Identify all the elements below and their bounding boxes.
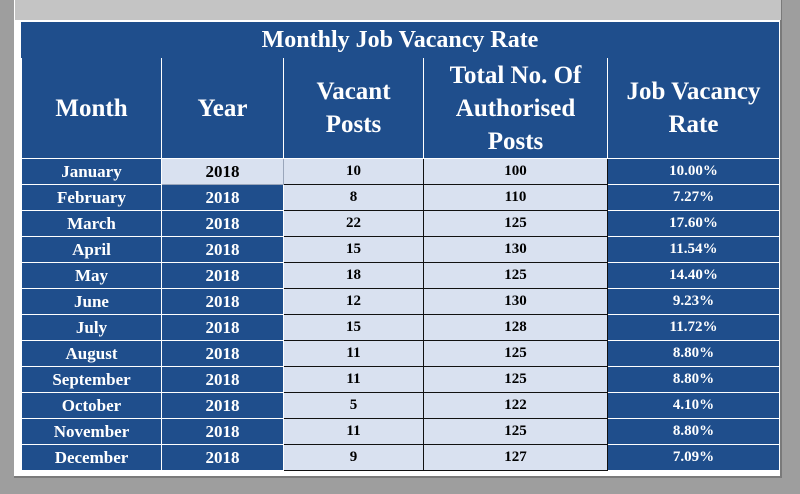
month-cell[interactable]: July [21,314,162,341]
year-cell[interactable]: 2018 [161,392,284,419]
month-cell[interactable]: February [21,184,162,211]
table-row: December 2018 9 127 7.09% [21,444,780,471]
month-cell[interactable]: June [21,288,162,315]
header-year[interactable]: Year [161,58,284,159]
vacant-posts-cell[interactable]: 15 [283,236,424,263]
vacancy-rate-cell[interactable]: 11.72% [607,314,780,341]
year-cell[interactable]: 2018 [161,210,284,237]
vacancy-rate-cell[interactable]: 9.23% [607,288,780,315]
vacant-posts-cell[interactable]: 15 [283,314,424,341]
total-posts-cell[interactable]: 130 [423,288,608,315]
vacant-posts-cell[interactable]: 11 [283,340,424,367]
vacancy-rate-cell[interactable]: 10.00% [607,158,780,185]
month-cell[interactable]: May [21,262,162,289]
vacant-posts-cell[interactable]: 5 [283,392,424,419]
table-row: September 2018 11 125 8.80% [21,366,780,393]
year-cell-selected[interactable]: 2018 [161,158,284,185]
vacancy-rate-cell[interactable]: 14.40% [607,262,780,289]
vacancy-rate-cell[interactable]: 17.60% [607,210,780,237]
vacant-posts-cell[interactable]: 8 [283,184,424,211]
table-row: May 2018 18 125 14.40% [21,262,780,289]
header-month-label: Month [55,94,128,122]
year-cell[interactable]: 2018 [161,314,284,341]
year-cell[interactable]: 2018 [161,340,284,367]
header-month[interactable]: Month [21,58,162,159]
spreadsheet-area: Monthly Job Vacancy Rate Month Year Vaca… [14,0,782,478]
header-total-line2: Authorised [455,94,576,122]
vacant-posts-cell[interactable]: 12 [283,288,424,315]
spreadsheet-top-strip [14,0,781,20]
header-rate-line1: Job Vacancy [626,78,761,105]
table-row: June 2018 12 130 9.23% [21,288,780,315]
header-total-line3: Posts [487,127,544,155]
month-cell[interactable]: August [21,340,162,367]
table-row: February 2018 8 110 7.27% [21,184,780,211]
vacant-posts-cell[interactable]: 11 [283,418,424,445]
total-posts-cell[interactable]: 125 [423,366,608,393]
vacant-posts-cell[interactable]: 11 [283,366,424,393]
month-cell[interactable]: January [21,158,162,185]
header-vacant-posts[interactable]: Vacant Posts [283,58,424,159]
month-cell[interactable]: December [21,444,162,471]
header-job-vacancy-rate[interactable]: Job Vacancy Rate [607,58,780,159]
total-posts-cell[interactable]: 125 [423,340,608,367]
month-cell[interactable]: October [21,392,162,419]
vacant-posts-cell[interactable]: 9 [283,444,424,471]
table-row: July 2018 15 128 11.72% [21,314,780,341]
total-posts-cell[interactable]: 127 [423,444,608,471]
total-posts-cell[interactable]: 110 [423,184,608,211]
year-cell[interactable]: 2018 [161,366,284,393]
year-cell[interactable]: 2018 [161,184,284,211]
vacancy-rate-cell[interactable]: 11.54% [607,236,780,263]
month-cell[interactable]: September [21,366,162,393]
table-row: October 2018 5 122 4.10% [21,392,780,419]
header-vacant-line1: Vacant [316,78,391,105]
vacancy-table: Month Year Vacant Posts Total No. Of Autho… [21,58,780,471]
month-cell[interactable]: April [21,236,162,263]
header-year-label: Year [197,94,248,122]
total-posts-cell[interactable]: 125 [423,262,608,289]
table-title: Monthly Job Vacancy Rate [21,22,779,58]
total-posts-cell[interactable]: 128 [423,314,608,341]
total-posts-cell[interactable]: 130 [423,236,608,263]
vacancy-rate-cell[interactable]: 4.10% [607,392,780,419]
year-cell[interactable]: 2018 [161,262,284,289]
vacant-posts-cell[interactable]: 10 [283,158,424,185]
table-row: April 2018 15 130 11.54% [21,236,780,263]
total-posts-cell[interactable]: 122 [423,392,608,419]
vacancy-rate-cell[interactable]: 7.27% [607,184,780,211]
vacant-posts-cell[interactable]: 22 [283,210,424,237]
vacancy-rate-cell[interactable]: 8.80% [607,340,780,367]
table-row: August 2018 11 125 8.80% [21,340,780,367]
year-cell[interactable]: 2018 [161,444,284,471]
year-cell[interactable]: 2018 [161,288,284,315]
header-row: Month Year Vacant Posts Total No. Of Autho… [21,58,780,159]
month-cell[interactable]: November [21,418,162,445]
vacant-posts-cell[interactable]: 18 [283,262,424,289]
vacancy-rate-cell[interactable]: 8.80% [607,366,780,393]
year-cell[interactable]: 2018 [161,418,284,445]
table-row: January 2018 10 100 10.00% [21,158,780,185]
header-total-line1: Total No. Of [449,61,582,89]
total-posts-cell[interactable]: 125 [423,210,608,237]
header-rate-line2: Rate [668,111,719,138]
table-row: March 2018 22 125 17.60% [21,210,780,237]
header-vacant-line2: Posts [325,111,382,138]
total-posts-cell[interactable]: 125 [423,418,608,445]
vacancy-rate-cell[interactable]: 8.80% [607,418,780,445]
table-row: November 2018 11 125 8.80% [21,418,780,445]
month-cell[interactable]: March [21,210,162,237]
total-posts-cell[interactable]: 100 [423,158,608,185]
year-cell[interactable]: 2018 [161,236,284,263]
header-total-authorised-posts[interactable]: Total No. Of Authorised Posts [423,58,608,159]
vacancy-rate-cell[interactable]: 7.09% [607,444,780,471]
